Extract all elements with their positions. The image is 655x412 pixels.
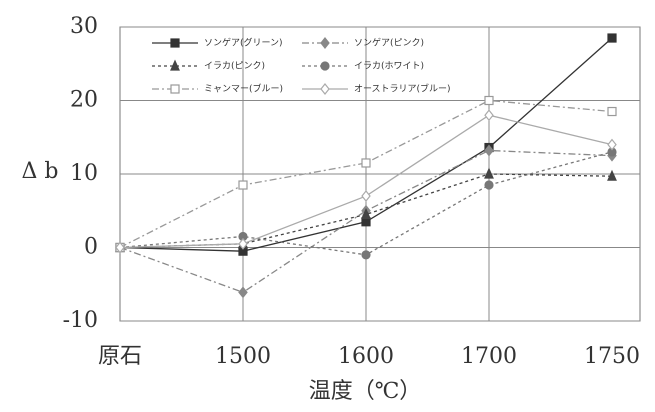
data-point (484, 180, 494, 190)
y-axis-label: Δ b (22, 159, 59, 184)
data-point (361, 158, 371, 168)
legend-marker (320, 61, 330, 71)
legend-label: ソンゲア(ピンク) (354, 37, 424, 49)
series-line (119, 99, 613, 249)
legend-label: ミャンマー(ブルー) (204, 83, 283, 95)
data-point (484, 109, 494, 122)
x-tick-label: 1600 (338, 344, 394, 369)
legend-label: ソンゲア(グリーン) (204, 37, 283, 49)
y-tick-label: 10 (70, 161, 98, 186)
legend-marker (170, 38, 180, 48)
data-point (238, 237, 248, 250)
x-axis-label: 温度（℃） (309, 379, 422, 404)
data-point (238, 180, 248, 190)
data-point (361, 207, 371, 220)
data-point (607, 106, 617, 117)
data-point (607, 33, 617, 43)
data-point (484, 167, 494, 179)
y-tick-label: 30 (70, 14, 98, 39)
x-tick-label: 1500 (215, 344, 271, 369)
legend-marker (170, 84, 180, 94)
x-tick-label: 1700 (461, 344, 517, 369)
legend-label: イラカ(ピンク) (204, 61, 265, 72)
y-tick-label: 0 (84, 235, 98, 260)
data-point (238, 286, 248, 299)
data-point (115, 241, 125, 254)
data-point (361, 190, 371, 203)
y-tick-label: -10 (63, 308, 98, 333)
y-tick-label: 20 (70, 88, 98, 113)
x-tick-label: 1750 (584, 344, 640, 369)
legend-label: イラカ(ホワイト) (354, 61, 424, 72)
data-point (607, 138, 617, 151)
data-point (484, 144, 494, 157)
legend-label: オーストラリア(ブルー) (354, 83, 451, 95)
data-point (361, 250, 371, 260)
legend-marker (320, 83, 330, 95)
series-line (119, 149, 613, 294)
data-point (484, 95, 494, 106)
data-point (607, 169, 617, 181)
legend-marker (170, 59, 180, 71)
legend-marker (320, 37, 330, 49)
x-tick-label: 原石 (98, 344, 142, 369)
